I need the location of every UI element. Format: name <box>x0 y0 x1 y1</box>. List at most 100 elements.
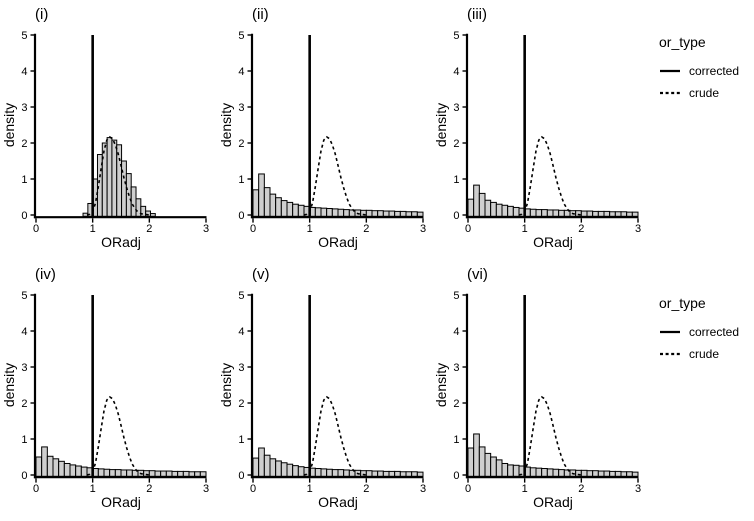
histogram-bar <box>552 209 560 217</box>
histogram-bar <box>580 210 588 217</box>
y-tick-label: 0 <box>21 210 27 222</box>
panel-i: (i) 0 1 2 3 0 1 2 3 4 5 ORadj density <box>0 0 215 252</box>
histogram-bar <box>177 470 184 477</box>
histogram-bar <box>478 192 486 217</box>
histogram-bar <box>592 470 599 477</box>
y-tick-label: 2 <box>21 398 27 410</box>
solid-line-sample <box>660 330 680 334</box>
crude-density-curve <box>518 135 582 216</box>
y-tick-label: 3 <box>238 362 244 374</box>
histogram-bar <box>280 462 288 477</box>
histogram-bar <box>326 208 333 217</box>
histogram-bar <box>512 206 520 217</box>
panel-title: (i) <box>35 6 48 23</box>
histogram-bar <box>297 204 305 217</box>
histogram-bar <box>371 210 379 217</box>
y-tick-label: 3 <box>21 102 27 114</box>
histogram-bar <box>512 464 520 477</box>
histogram-bar <box>194 471 201 477</box>
solid-line-sample <box>660 69 680 73</box>
histogram-bar <box>416 471 424 477</box>
histogram-bar <box>160 470 167 477</box>
x-tick-label: 2 <box>363 223 369 235</box>
legend-item-label: crude <box>689 86 720 100</box>
histogram-bar <box>620 471 628 477</box>
histogram-bar <box>558 469 565 477</box>
histogram-bar <box>320 207 328 217</box>
histogram-bar <box>286 201 294 217</box>
histogram-bar <box>140 205 147 217</box>
histogram-bar <box>371 470 379 477</box>
histogram-bar <box>467 198 475 217</box>
histogram-bars <box>252 447 424 477</box>
x-tick-label: 0 <box>33 223 39 235</box>
histogram-bar <box>149 213 156 217</box>
histogram-bar <box>252 189 260 217</box>
x-tick-label: 0 <box>250 223 256 235</box>
histogram-bar <box>106 137 113 217</box>
histogram-bar <box>603 210 611 217</box>
legend-item-crude: crude <box>645 343 753 365</box>
histogram-bar <box>597 470 605 477</box>
dashed-line-sample <box>660 352 680 356</box>
histogram-bar <box>365 209 373 217</box>
crude-density-curve <box>518 395 582 476</box>
y-tick-label: 4 <box>21 326 27 338</box>
histogram-plot-ii: (ii) 0 1 2 3 0 1 2 3 4 5 ORadj density <box>218 6 426 250</box>
y-axis-title: density <box>1 103 17 147</box>
y-tick-label: 2 <box>238 398 244 410</box>
legend-item-label: corrected <box>689 64 740 78</box>
y-tick-label: 4 <box>238 66 244 78</box>
histogram-bar <box>280 200 288 217</box>
histogram-bar <box>507 205 514 217</box>
histogram-bar <box>165 470 173 477</box>
histogram-bar <box>97 468 105 477</box>
x-axis-title: ORadj <box>101 494 141 510</box>
histogram-bar <box>546 209 554 217</box>
x-tick-label: 2 <box>578 483 584 495</box>
histogram-plot-v: (v) 0 1 2 3 0 1 2 3 4 5 ORadj density <box>218 266 426 510</box>
y-tick-label: 5 <box>21 30 27 42</box>
histogram-bar <box>631 471 639 477</box>
histogram-bar <box>484 199 492 217</box>
histogram-bar <box>501 462 509 477</box>
histogram-bar <box>286 463 294 477</box>
histogram-bar <box>473 184 480 217</box>
histogram-bar <box>120 469 128 477</box>
histogram-bar <box>541 209 548 217</box>
histogram-bar <box>529 208 537 217</box>
histogram-bar <box>258 173 265 217</box>
histogram-bar <box>35 456 43 477</box>
histogram-bar <box>592 210 599 217</box>
histogram-bar <box>411 211 418 217</box>
histogram-bar <box>111 139 118 217</box>
y-tick-label: 5 <box>453 30 459 42</box>
histogram-bar <box>199 471 207 477</box>
histogram-bar <box>126 469 133 477</box>
histogram-bar <box>252 457 260 477</box>
histogram-plot-iv: (iv) 0 1 2 3 0 1 2 3 4 5 ORadj density <box>1 266 209 510</box>
histogram-bar <box>275 197 282 217</box>
x-tick-label: 0 <box>33 483 39 495</box>
histogram-bar <box>314 468 322 477</box>
legend-bottom: or_type corrected crude <box>645 293 753 365</box>
histogram-plot-iii: (iii) 0 1 2 3 0 1 2 3 4 5 ORadj density <box>433 6 641 250</box>
histogram-bar <box>121 160 127 217</box>
histogram-bar <box>626 471 633 477</box>
y-tick-label: 5 <box>238 30 244 42</box>
histogram-bar <box>337 469 345 477</box>
histogram-bar <box>69 464 77 477</box>
legend-item-label: corrected <box>689 325 740 339</box>
histogram-bar <box>292 465 299 477</box>
y-tick-label: 4 <box>453 326 459 338</box>
y-tick-label: 2 <box>238 138 244 150</box>
y-tick-label: 1 <box>453 434 459 446</box>
histogram-bar <box>109 469 116 477</box>
x-axis-title: ORadj <box>101 234 141 250</box>
histogram-bars <box>467 184 639 217</box>
histogram-bar <box>101 142 108 217</box>
y-tick-label: 5 <box>21 290 27 302</box>
histogram-bar <box>620 211 628 217</box>
legend-item-label: crude <box>689 347 720 361</box>
